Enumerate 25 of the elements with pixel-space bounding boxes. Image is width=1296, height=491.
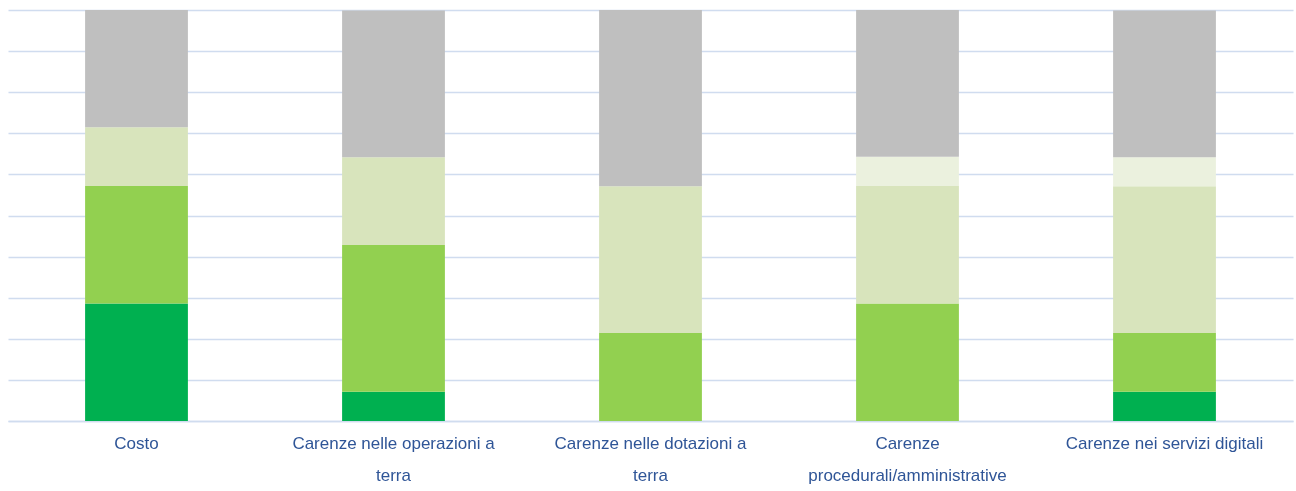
x-tick-label: Carenze procedurali/amministrative	[808, 433, 1007, 485]
bar	[1113, 10, 1216, 158]
bar	[856, 156, 959, 186]
bar	[342, 391, 445, 421]
bar	[599, 186, 702, 334]
bar	[342, 10, 445, 158]
bar	[599, 10, 702, 187]
bar	[85, 127, 188, 186]
bar	[1113, 391, 1216, 421]
bar	[856, 303, 959, 421]
bar	[85, 185, 188, 304]
bar	[342, 245, 445, 392]
bar	[599, 333, 702, 421]
bar	[1113, 333, 1216, 392]
x-tick-label: Carenze nei servizi digitali	[1065, 433, 1264, 453]
x-tick-label: Carenze nelle operazioni a terra	[292, 433, 496, 485]
x-tick-label: Costo	[114, 433, 159, 453]
bar	[85, 10, 188, 128]
bar	[856, 10, 959, 157]
bar	[1113, 186, 1216, 334]
bar	[856, 185, 959, 304]
x-tick-label: Carenze nelle dotazioni a terra	[554, 433, 747, 485]
bar	[1113, 157, 1216, 187]
bar	[85, 303, 188, 421]
bar	[342, 157, 445, 246]
